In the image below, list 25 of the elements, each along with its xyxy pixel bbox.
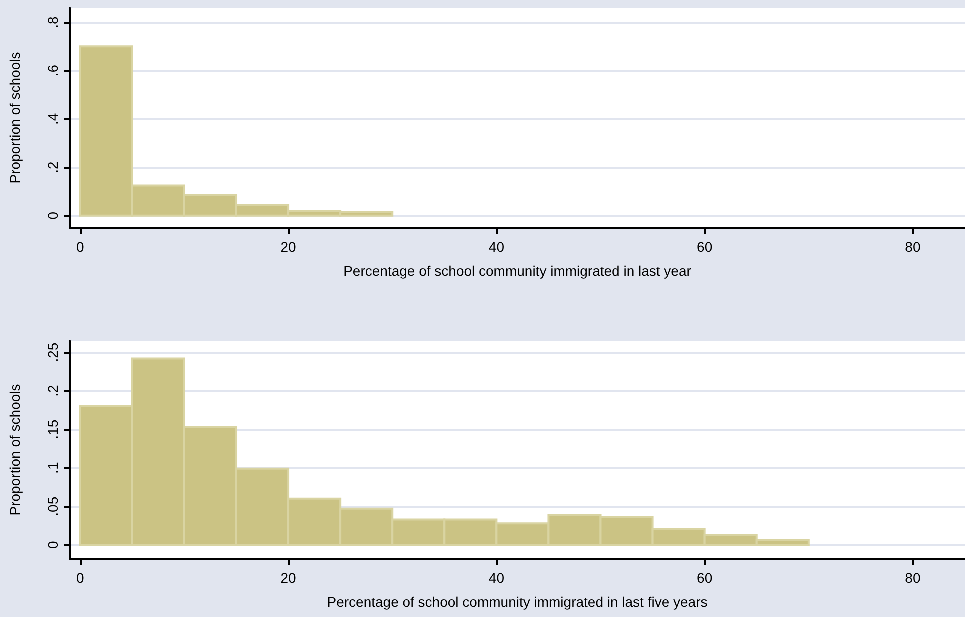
y-tick-label: .25 [45,342,61,362]
x-tick-label: 20 [280,239,297,255]
x-tick-label: 20 [280,570,297,586]
x-tick-label: 40 [488,570,505,586]
y-tick-label: 0 [45,541,61,550]
y-axis-title: Proportion of schools [7,52,23,184]
x-axis-title: Percentage of school community immigrated in last year [344,263,692,279]
x-tick-label: 60 [697,570,713,586]
x-tick-label: 0 [76,570,85,586]
y-tick-label: .2 [45,385,61,397]
y-tick-label: .15 [45,420,61,440]
y-tick-label: .1 [45,462,61,474]
y-tick-label: .4 [45,113,61,126]
x-tick-label: 0 [76,239,85,255]
x-tick-label: 40 [488,239,505,255]
y-tick-label: .2 [45,162,61,174]
x-tick-label: 80 [905,570,921,586]
x-tick-label: 80 [905,239,921,255]
y-tick-label: .6 [45,64,61,77]
x-axis-title: Percentage of school community immigrated in last five years [327,594,708,610]
y-axis-title: Proportion of schools [7,384,23,516]
y-tick-label: .05 [45,496,61,516]
y-tick-label: 0 [45,212,61,220]
x-tick-label: 60 [697,239,713,255]
y-tick-label: .8 [45,16,61,28]
